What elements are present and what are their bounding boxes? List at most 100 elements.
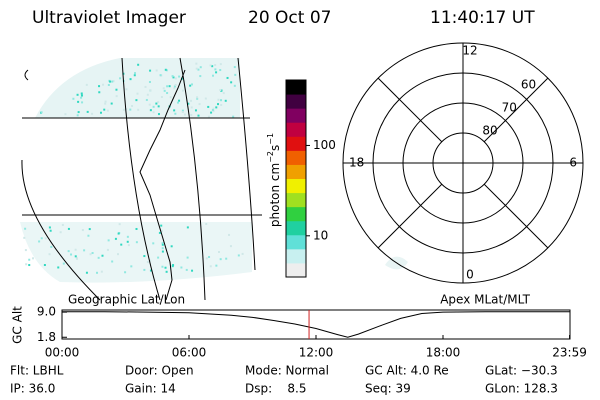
colorbar-band: [286, 262, 306, 278]
speckle: [96, 271, 99, 274]
speckle: [170, 245, 173, 248]
colorbar-band: [286, 150, 306, 165]
speckle: [197, 114, 200, 117]
speckle: [122, 108, 125, 111]
speckle: [183, 113, 186, 116]
info-field: Gain: 14: [125, 382, 176, 396]
speckle: [181, 111, 184, 114]
speckle: [135, 241, 138, 244]
speckle: [143, 268, 146, 271]
mlt-label: 0: [466, 268, 474, 282]
speckle: [210, 111, 213, 114]
speckle: [164, 266, 167, 269]
mlt-line: [483, 183, 549, 249]
speckle: [85, 83, 88, 86]
info-field: IP: 36.0: [10, 382, 55, 396]
mlt-line: [483, 77, 549, 143]
speckle: [61, 223, 64, 226]
speckle: [186, 226, 189, 229]
speckle: [178, 75, 181, 78]
speckle: [165, 69, 168, 72]
speckle: [129, 108, 132, 111]
speckle: [148, 103, 151, 106]
speckle: [110, 102, 113, 105]
speckle: [230, 81, 233, 84]
speckle: [87, 234, 90, 237]
speckle: [160, 229, 163, 232]
speckle: [237, 254, 240, 257]
speckle: [83, 249, 86, 252]
speckle: [161, 265, 164, 268]
speckle: [220, 89, 223, 92]
speckle: [152, 105, 155, 108]
speckle: [205, 257, 208, 260]
speckle: [219, 89, 222, 92]
colorbar-band: [286, 108, 306, 123]
speckle: [77, 100, 80, 103]
speckle: [59, 231, 62, 234]
speckle: [146, 261, 149, 264]
speckle: [80, 92, 83, 95]
speckle: [49, 229, 52, 232]
speckle: [119, 77, 122, 80]
speckle: [67, 227, 70, 230]
info-field: Seq: 39: [365, 382, 411, 396]
speckle: [80, 94, 83, 97]
speckle: [25, 263, 28, 266]
geo-map: [20, 57, 262, 301]
time: 11:40:17 UT: [430, 8, 535, 28]
speckle: [169, 96, 172, 99]
speckle: [189, 84, 192, 87]
x-tick-label: 18:00: [426, 346, 461, 360]
uv-speckle: [23, 62, 244, 274]
speckle: [161, 250, 164, 253]
speckle: [117, 232, 120, 235]
speckle: [143, 255, 146, 258]
mlt-line: [377, 77, 443, 143]
speckle: [126, 235, 129, 238]
speckle: [204, 97, 207, 100]
colorbar-band: [286, 164, 306, 179]
speckle: [48, 253, 51, 256]
speckle: [176, 101, 179, 104]
speckle: [101, 254, 104, 257]
speckle: [149, 109, 152, 112]
lat-label: 70: [502, 100, 517, 114]
speckle: [98, 85, 101, 88]
speckle: [174, 83, 177, 86]
label-part: −2: [266, 151, 275, 163]
date: 20 Oct 07: [248, 8, 331, 28]
speckle: [195, 62, 198, 65]
speckle: [76, 93, 79, 96]
colorbar-tick-label: 100: [313, 138, 336, 152]
speckle: [125, 88, 128, 91]
speckle: [199, 75, 202, 78]
speckle: [218, 250, 221, 253]
speckle: [219, 63, 222, 66]
speckle: [107, 239, 110, 242]
speckle: [220, 103, 223, 106]
speckle: [97, 256, 100, 259]
speckle: [43, 264, 46, 267]
speckle: [171, 265, 174, 268]
speckle: [209, 265, 212, 268]
speckle: [185, 268, 188, 271]
map-grid: [237, 57, 256, 271]
speckle: [149, 269, 152, 272]
speckle: [74, 248, 77, 251]
uv-swath: [20, 222, 252, 283]
lat-label: 80: [482, 123, 497, 137]
speckle: [166, 85, 169, 88]
speckle: [219, 258, 222, 261]
y-tick-label: 9.0: [37, 305, 56, 319]
speckle: [229, 245, 232, 248]
speckle: [174, 77, 177, 80]
speckle: [40, 111, 43, 114]
speckle: [124, 271, 127, 274]
speckle: [106, 109, 109, 112]
speckle: [172, 76, 175, 79]
speckle: [190, 83, 193, 86]
speckle: [162, 87, 165, 90]
speckle: [149, 69, 152, 72]
speckle: [173, 109, 176, 112]
